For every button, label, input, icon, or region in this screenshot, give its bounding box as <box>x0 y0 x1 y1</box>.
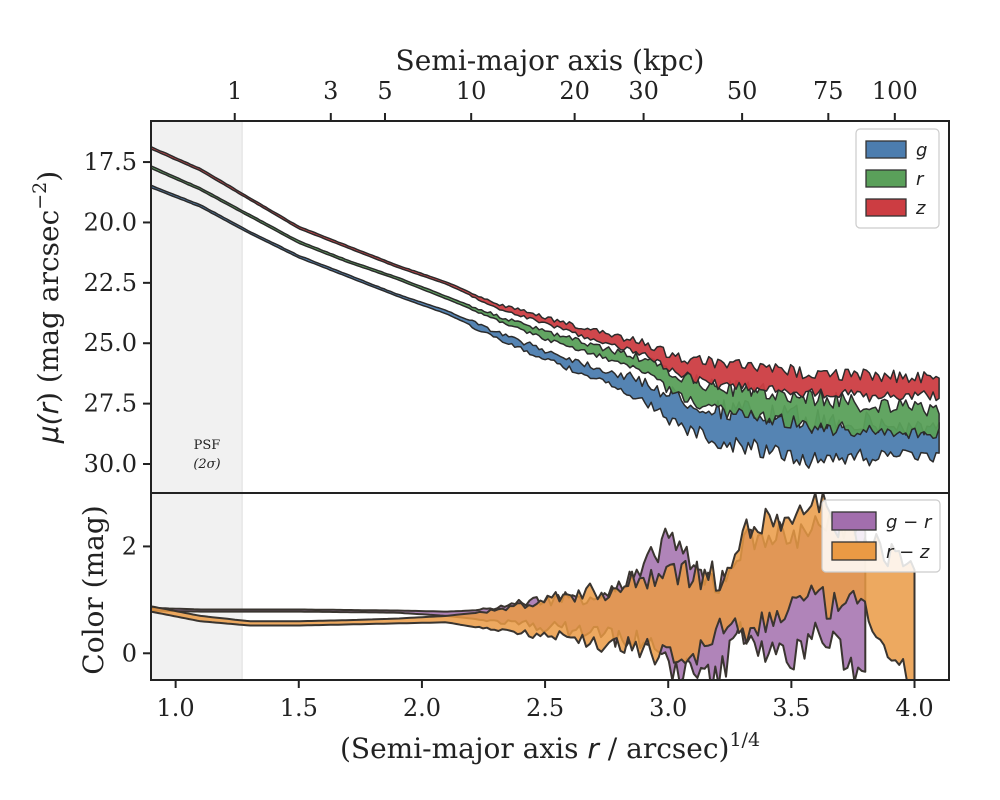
xtick-label: 1.0 <box>157 694 195 722</box>
top-ylabel-r: r <box>32 401 65 414</box>
legend-label: r <box>916 169 925 190</box>
series-band-g <box>151 184 940 469</box>
ytick-label: 27.5 <box>84 390 137 418</box>
top-ylabel-sup: −2 <box>29 182 51 210</box>
legend-swatch <box>865 198 907 217</box>
psf-shaded-region <box>151 121 243 680</box>
top-ylabel-tail: ) (mag arcsec <box>32 210 65 403</box>
legend-label: z <box>915 198 926 219</box>
top-xtick-label: 50 <box>727 77 758 105</box>
bottom-xlabel-r: r <box>587 732 600 765</box>
legend-swatch <box>865 169 907 188</box>
legend-swatch <box>865 140 907 159</box>
xtick-label: 3.0 <box>649 694 687 722</box>
bottom-xlabel-tail: / arcsec) <box>599 732 730 765</box>
top-ylabel-mu: μ( <box>32 413 65 444</box>
psf-label-line1: PSF <box>194 438 221 453</box>
surface-brightness-series <box>151 145 940 469</box>
ytick-label: 2 <box>122 532 137 560</box>
ytick-label: 0 <box>122 639 137 667</box>
xtick-label: 1.5 <box>280 694 318 722</box>
series-band-r <box>151 165 940 440</box>
bottom-xlabel-sup: 1/4 <box>729 729 760 751</box>
legend-label: g <box>916 140 927 161</box>
top-ylabel-close: ) <box>32 171 65 182</box>
xtick-label: 4.0 <box>895 694 933 722</box>
ytick-label: 30.0 <box>84 450 137 478</box>
bottom-xlabel-main: (Semi-major axis <box>340 732 587 765</box>
top-axis-title: Semi-major axis (kpc) <box>396 44 705 77</box>
bottom-axis-title: (Semi-major axis r / arcsec)1/4 <box>340 729 760 765</box>
legend-swatch <box>831 541 877 561</box>
top-xtick-label: 20 <box>559 77 590 105</box>
xtick-label: 2.5 <box>526 694 564 722</box>
series-band-r-z <box>151 493 916 680</box>
legend-label: r − z <box>886 542 930 563</box>
top-y-axis-title: μ(r) (mag arcsec−2) <box>29 171 65 444</box>
legend-bottom: g − r r − z <box>821 499 941 573</box>
bottom-y-axis-title: Color (mag) <box>77 505 110 674</box>
ytick-label: 20.0 <box>84 208 137 236</box>
bottom-panel-frame <box>150 492 950 681</box>
legend-swatch <box>831 511 877 531</box>
psf-label-line2: (2σ) <box>193 457 220 472</box>
top-xtick-label: 75 <box>813 77 844 105</box>
top-xtick-label: 10 <box>456 77 487 105</box>
series-band-z <box>151 145 940 403</box>
top-xtick-label: 1 <box>227 77 242 105</box>
psf-band <box>151 121 243 680</box>
top-xtick-label: 100 <box>872 77 918 105</box>
top-xtick-label: 30 <box>628 77 659 105</box>
legend-label: g − r <box>886 512 933 533</box>
ytick-label: 22.5 <box>84 269 137 297</box>
ytick-label: 25.0 <box>84 329 137 357</box>
xtick-label: 3.5 <box>772 694 810 722</box>
legend-top: grz <box>855 128 940 229</box>
ytick-label: 17.5 <box>84 148 137 176</box>
top-xtick-label: 5 <box>377 77 392 105</box>
color-series <box>151 493 916 680</box>
axis-ticks: 17.5 20.0 22.5 25.0 27.5 30.0 0 2 1.0 1.5 2.0 2.5 3.… <box>84 77 934 722</box>
xtick-label: 2.0 <box>403 694 441 722</box>
top-xtick-label: 3 <box>323 77 338 105</box>
